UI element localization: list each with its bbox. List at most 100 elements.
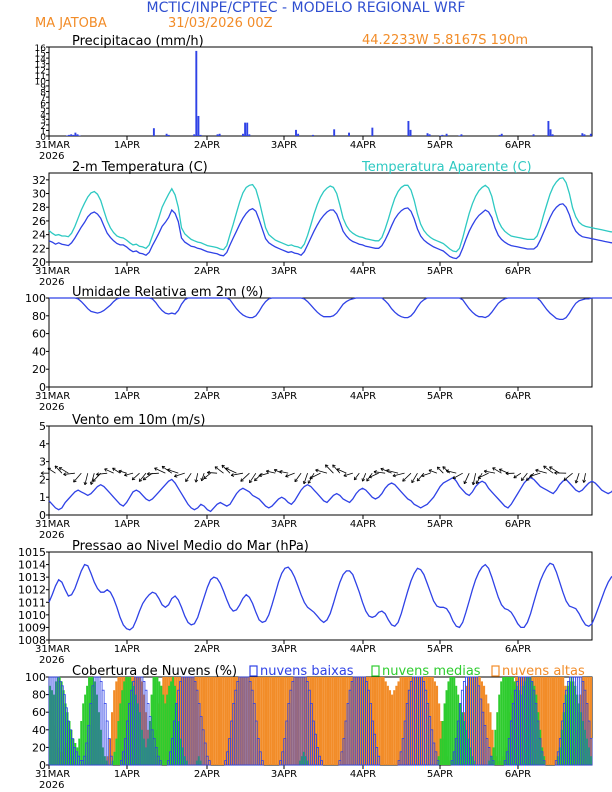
wind-arrow-head [230, 473, 234, 476]
wind-arrow [92, 472, 102, 482]
wind-arrow-head [386, 469, 389, 473]
cloud-bar-nuvens-medias [148, 721, 151, 765]
wind-arrow [411, 472, 418, 483]
x-tick-label: 6APR [505, 266, 531, 277]
wind-arrow-head [200, 477, 202, 482]
cloud-bar-nuvens-altas [232, 677, 235, 765]
cloud-bar-nuvens-medias [465, 729, 467, 765]
cloud-bar-nuvens-altas [341, 677, 345, 765]
cloud-bar-nuvens-altas [320, 677, 323, 765]
cloud-bar-nuvens-medias [168, 685, 171, 765]
cloud-bar-nuvens-baixas [107, 738, 111, 766]
cloud-bar-nuvens-medias [558, 747, 561, 765]
cloud-bar-nuvens-altas [277, 677, 280, 765]
cloud-bar-nuvens-medias [136, 703, 139, 765]
cloud-bar-nuvens-medias [461, 712, 464, 765]
cloud-bar-nuvens-medias [463, 721, 466, 765]
wind-arrow-head [73, 480, 77, 483]
cloud-bar-nuvens-baixas [258, 751, 262, 766]
cloud-bar-nuvens-altas [284, 677, 287, 765]
panel-frame [48, 297, 593, 388]
wind-arrow-head [452, 475, 455, 479]
x-year-label: 2026 [39, 530, 64, 541]
wind-arrow-head [336, 468, 340, 472]
cloud-bar-nuvens-baixas [203, 742, 207, 766]
cloud-bar-nuvens-medias [121, 690, 124, 765]
cloud-bar-nuvens-altas [367, 677, 370, 765]
coordinates: 44.2233W 5.8167S 190m [362, 33, 528, 48]
cloud-bar-nuvens-altas [115, 681, 118, 765]
wind-arrow [543, 465, 554, 474]
cloud-bar-nuvens-altas [241, 677, 244, 765]
x-tick-label: 5APR [427, 391, 453, 402]
wind-arrow [402, 472, 412, 482]
wind-arrow-head [214, 466, 217, 470]
cloud-bar-nuvens-medias [129, 677, 132, 765]
x-year-label: 2026 [39, 655, 64, 666]
cloud-bar-nuvens-baixas [320, 760, 323, 766]
wind-arrow-head [142, 476, 145, 480]
wind-arrow [445, 470, 457, 474]
wind-arrow-head [535, 469, 538, 473]
cloud-bar-nuvens-medias [584, 729, 587, 765]
cloud-bar-nuvens-altas [269, 677, 272, 765]
wind-arrow-head [167, 469, 170, 473]
series-line [48, 562, 612, 631]
cloud-bar-nuvens-medias [539, 729, 542, 765]
cloud-bar-nuvens-baixas [542, 760, 546, 766]
wind-arrow-head [436, 466, 439, 471]
y-tick-label: 8 [40, 89, 46, 99]
cloud-bar-nuvens-altas [487, 703, 490, 765]
cloud-bar-nuvens-altas [217, 677, 221, 765]
cloud-bar-nuvens-medias [105, 760, 108, 765]
wind-arrow-head [96, 474, 100, 477]
x-tick-label: 3APR [271, 769, 297, 780]
precip-bar [445, 133, 448, 136]
wind-arrow [535, 469, 547, 474]
x-tick-label: 1APR [114, 266, 140, 277]
wind-arrow [492, 467, 502, 474]
x-year-label: 2026 [39, 151, 64, 162]
cloud-bar-nuvens-altas [378, 677, 381, 765]
cloud-bar-nuvens-medias [502, 677, 505, 765]
cloud-bar-nuvens-medias [181, 747, 184, 765]
cloud-bar-nuvens-medias [183, 756, 186, 765]
wind-arrow [258, 472, 269, 477]
cloud-bar-nuvens-medias [49, 685, 51, 765]
series-line [48, 203, 612, 260]
wind-arrow [174, 472, 185, 477]
wind-arrow-head [154, 467, 157, 471]
cloud-bar-nuvens-medias [439, 738, 442, 765]
wind-arrow-head [254, 479, 258, 482]
wind-arrow-head [90, 482, 94, 485]
cloud-bar-nuvens-altas [386, 685, 389, 765]
wind-arrow-head [54, 465, 57, 469]
y-tick-label: 9 [40, 83, 46, 93]
wind-arrow-head [132, 478, 136, 481]
y-tick-label: 0 [39, 759, 46, 772]
cloud-bar-nuvens-medias [54, 681, 57, 765]
cloud-bar-nuvens-altas [192, 677, 195, 765]
cloud-bar-nuvens-altas [420, 677, 424, 765]
cloud-bar-nuvens-altas [544, 677, 548, 765]
cloud-bar-nuvens-altas [140, 681, 144, 765]
cloud-bar-nuvens-medias [123, 681, 126, 765]
wind-arrow-head [392, 475, 396, 478]
cloud-bar-nuvens-altas [324, 677, 327, 765]
precip-bar [500, 133, 503, 136]
precip-bar [532, 134, 535, 136]
wind-arrow-head [139, 480, 143, 482]
x-tick-label: 2APR [194, 519, 220, 530]
wind-arrow [343, 472, 353, 477]
wind-arrow [96, 472, 108, 475]
wind-arrow-head [563, 477, 566, 481]
wind-arrow-head [575, 480, 579, 484]
wind-arrow-head [240, 480, 244, 482]
wind-arrow-head [549, 466, 552, 470]
wind-arrow [185, 472, 192, 482]
cloud-bar-nuvens-medias [164, 703, 167, 765]
cloud-bar-nuvens-altas [275, 677, 278, 765]
wind-arrow [442, 466, 451, 474]
x-tick-label: 4APR [350, 140, 376, 151]
x-tick-label: 1APR [114, 769, 140, 780]
